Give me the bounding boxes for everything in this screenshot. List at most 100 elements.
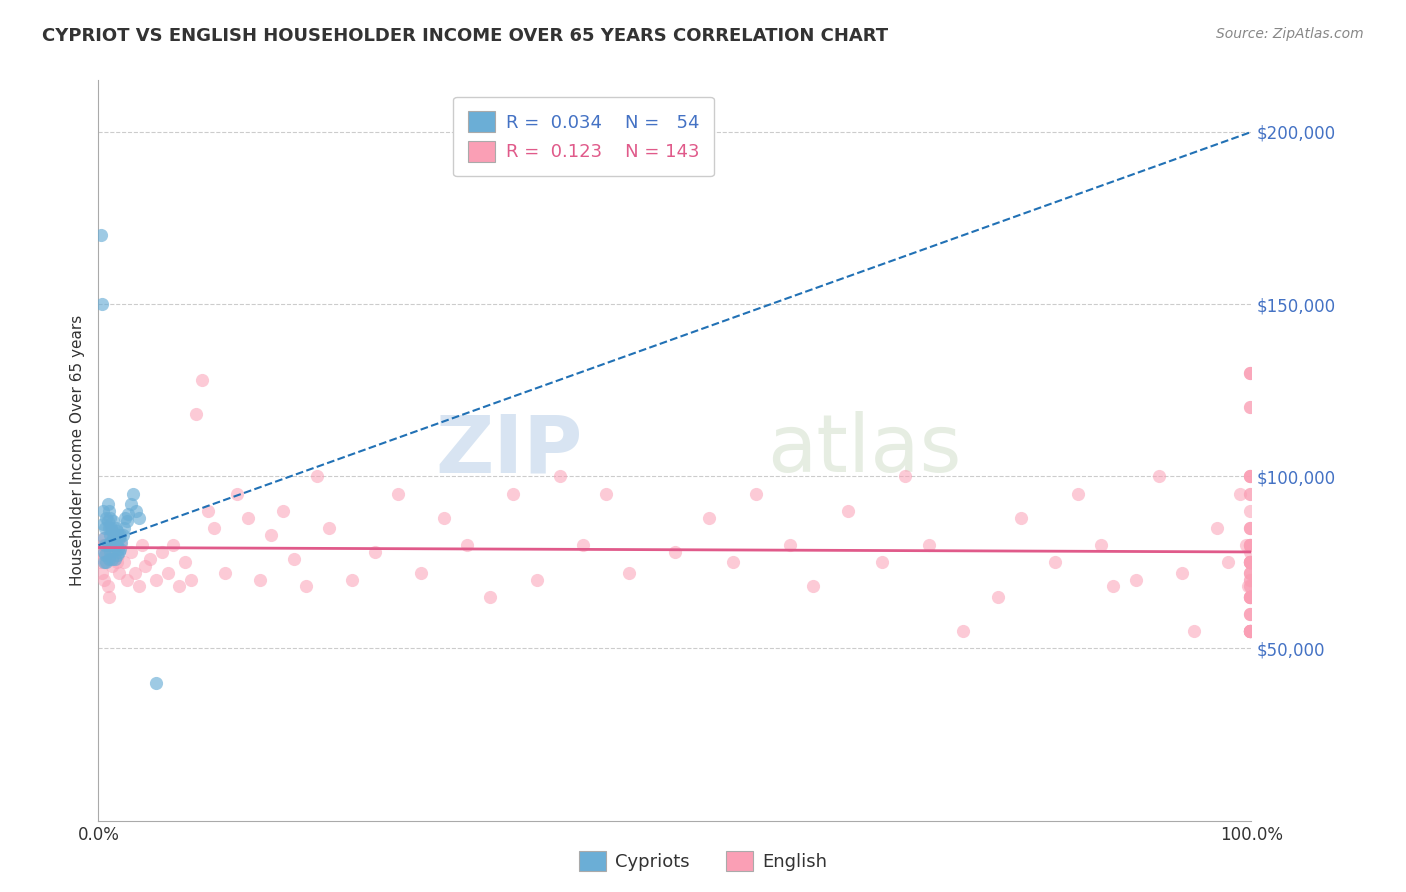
- Point: [103, 531, 125, 545]
- Point: [837, 504, 859, 518]
- Text: Source: ZipAtlas.com: Source: ZipAtlas.com: [1216, 27, 1364, 41]
- Point: [1239, 555, 1261, 569]
- Point: [1067, 486, 1090, 500]
- Point: [97, 504, 120, 518]
- Point: [1239, 538, 1261, 552]
- Point: [699, 510, 721, 524]
- Point: [97, 538, 120, 552]
- Point: [260, 528, 283, 542]
- Point: [125, 504, 148, 518]
- Point: [97, 579, 120, 593]
- Point: [117, 573, 139, 587]
- Legend: Cypriots, English: Cypriots, English: [572, 844, 834, 879]
- Point: [1239, 545, 1261, 559]
- Point: [1239, 573, 1261, 587]
- Point: [456, 538, 478, 552]
- Point: [1239, 401, 1261, 415]
- Point: [98, 545, 121, 559]
- Point: [100, 552, 122, 566]
- Text: CYPRIOT VS ENGLISH HOUSEHOLDER INCOME OVER 65 YEARS CORRELATION CHART: CYPRIOT VS ENGLISH HOUSEHOLDER INCOME OV…: [42, 27, 889, 45]
- Point: [1239, 624, 1261, 639]
- Point: [1205, 521, 1227, 535]
- Point: [1239, 607, 1261, 621]
- Point: [117, 514, 139, 528]
- Point: [97, 590, 120, 604]
- Point: [101, 552, 124, 566]
- Point: [94, 521, 117, 535]
- Point: [1239, 624, 1261, 639]
- Point: [105, 538, 128, 552]
- Point: [107, 549, 129, 563]
- Point: [1239, 590, 1261, 604]
- Point: [128, 579, 150, 593]
- Point: [94, 549, 117, 563]
- Point: [191, 373, 214, 387]
- Point: [103, 545, 125, 559]
- Point: [1239, 590, 1261, 604]
- Point: [595, 486, 617, 500]
- Point: [94, 538, 117, 552]
- Point: [97, 538, 120, 552]
- Point: [110, 541, 132, 556]
- Point: [108, 531, 131, 545]
- Point: [122, 486, 145, 500]
- Point: [97, 538, 120, 552]
- Point: [307, 469, 329, 483]
- Point: [1239, 566, 1261, 580]
- Point: [107, 528, 129, 542]
- Point: [90, 297, 112, 311]
- Point: [97, 552, 120, 566]
- Point: [114, 510, 136, 524]
- Point: [104, 538, 127, 552]
- Point: [202, 521, 225, 535]
- Point: [1239, 573, 1261, 587]
- Legend: R =  0.034    N =   54, R =  0.123    N = 143: R = 0.034 N = 54, R = 0.123 N = 143: [453, 96, 714, 177]
- Point: [103, 528, 125, 542]
- Point: [174, 555, 197, 569]
- Point: [111, 528, 134, 542]
- Point: [1239, 590, 1261, 604]
- Point: [98, 528, 121, 542]
- Point: [93, 573, 115, 587]
- Point: [91, 538, 114, 552]
- Point: [103, 541, 125, 556]
- Point: [548, 469, 571, 483]
- Point: [94, 555, 117, 569]
- Point: [91, 517, 114, 532]
- Point: [103, 552, 125, 566]
- Point: [1239, 366, 1261, 380]
- Point: [1171, 566, 1194, 580]
- Point: [1239, 469, 1261, 483]
- Point: [340, 573, 363, 587]
- Point: [1239, 469, 1261, 483]
- Point: [93, 531, 115, 545]
- Point: [1045, 555, 1067, 569]
- Point: [162, 538, 184, 552]
- Point: [1239, 624, 1261, 639]
- Point: [1147, 469, 1170, 483]
- Point: [1239, 521, 1261, 535]
- Point: [526, 573, 548, 587]
- Point: [1239, 624, 1261, 639]
- Point: [411, 566, 433, 580]
- Point: [124, 566, 146, 580]
- Point: [1239, 469, 1261, 483]
- Text: ZIP: ZIP: [436, 411, 582, 490]
- Point: [1239, 624, 1261, 639]
- Point: [1239, 624, 1261, 639]
- Point: [1229, 486, 1251, 500]
- Point: [112, 555, 135, 569]
- Point: [105, 524, 128, 539]
- Point: [120, 545, 142, 559]
- Point: [105, 555, 128, 569]
- Point: [1234, 538, 1257, 552]
- Point: [283, 552, 305, 566]
- Point: [117, 507, 139, 521]
- Point: [91, 504, 114, 518]
- Point: [108, 545, 131, 559]
- Point: [571, 538, 593, 552]
- Point: [105, 549, 128, 563]
- Point: [225, 486, 247, 500]
- Point: [987, 590, 1010, 604]
- Point: [1239, 607, 1261, 621]
